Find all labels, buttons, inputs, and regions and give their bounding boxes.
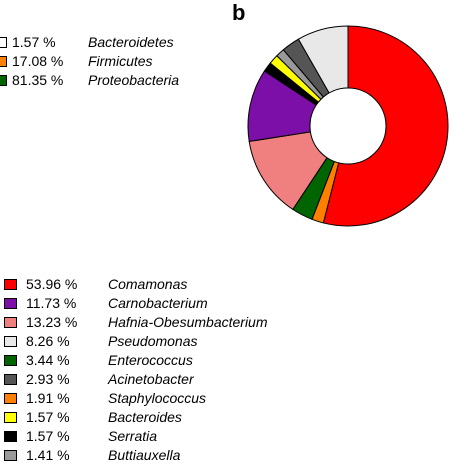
legend-name: Serratia <box>108 428 158 444</box>
legend-swatch <box>4 317 17 328</box>
legend-percent: 17.08 % <box>12 53 64 69</box>
legend-percent: 1.41 % <box>26 447 70 463</box>
legend-swatch <box>4 450 17 461</box>
legend-name: Acinetobacter <box>108 371 194 387</box>
legend-name: Buttiauxella <box>108 447 181 463</box>
legend-percent: 3.44 % <box>26 352 70 368</box>
legend-name: Bacteroidetes <box>88 34 174 50</box>
legend-percent: 81.35 % <box>12 72 64 88</box>
legend-swatch <box>4 279 17 290</box>
legend-percent: 1.91 % <box>26 390 70 406</box>
donut-hole <box>309 87 387 165</box>
legend-swatch <box>4 298 17 309</box>
legend-swatch <box>4 431 17 442</box>
legend-percent: 1.57 % <box>12 34 56 50</box>
legend-name: Bacteroides <box>108 409 182 425</box>
legend-swatch <box>0 56 7 67</box>
legend-percent: 1.57 % <box>26 409 70 425</box>
legend-swatch <box>0 37 7 48</box>
legend-name: Firmicutes <box>88 53 153 69</box>
legend-name: Pseudomonas <box>108 333 198 349</box>
legend-percent: 53.96 % <box>26 276 78 292</box>
legend-swatch <box>4 412 17 423</box>
legend-name: Carnobacterium <box>108 295 208 311</box>
legend-percent: 2.93 % <box>26 371 70 387</box>
legend-swatch <box>4 336 17 347</box>
legend-percent: 13.23 % <box>26 314 78 330</box>
legend-name: Staphylococcus <box>108 390 207 406</box>
legend-percent: 11.73 % <box>26 295 77 311</box>
panel-label: b <box>232 0 246 25</box>
legend-name: Enterococcus <box>108 352 193 368</box>
legend-percent: 8.26 % <box>26 333 70 349</box>
legend-name: Comamonas <box>108 276 188 292</box>
legend-swatch <box>4 355 17 366</box>
legend-name: Proteobacteria <box>88 72 180 88</box>
legend-name: Hafnia-Obesumbacterium <box>108 314 268 330</box>
legend-percent: 1.57 % <box>26 428 70 444</box>
legend-swatch <box>0 75 7 86</box>
legend-swatch <box>4 393 17 404</box>
legend-swatch <box>4 374 17 385</box>
